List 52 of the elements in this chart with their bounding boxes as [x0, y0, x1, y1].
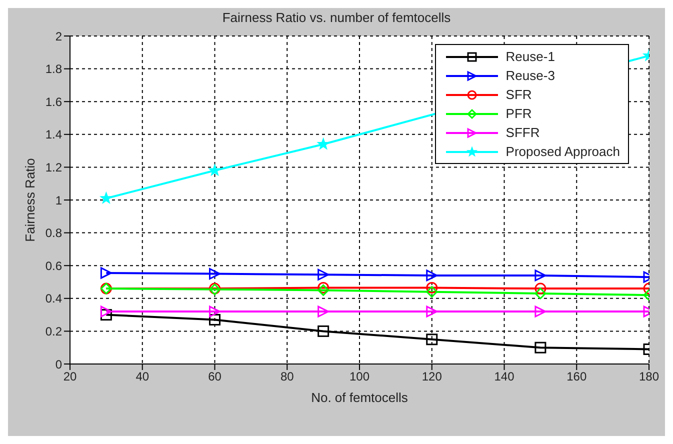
point — [318, 325, 330, 337]
y-axis-title: Fairness Ratio — [22, 158, 38, 242]
point — [426, 306, 438, 318]
point — [534, 282, 546, 294]
point — [426, 334, 438, 346]
x-tick-label: 180 — [638, 370, 660, 384]
y-tick-label: 1.8 — [45, 62, 62, 76]
legend-label: Reuse-1 — [506, 49, 555, 64]
x-tick-label: 120 — [422, 370, 442, 384]
legend-label: SFR — [506, 87, 532, 102]
point — [209, 164, 220, 176]
point — [209, 314, 220, 326]
point — [534, 270, 546, 282]
y-tick-label: 0 — [55, 357, 62, 372]
point — [534, 306, 546, 318]
x-tick-label: 160 — [566, 370, 587, 384]
point — [318, 284, 330, 296]
point — [100, 306, 112, 318]
y-tick-label: 2 — [55, 29, 62, 44]
legend-label: Proposed Approach — [506, 144, 620, 159]
point — [534, 288, 546, 300]
point — [100, 309, 112, 321]
y-tick-label: 0.4 — [45, 292, 62, 306]
y-tick-label: 0.2 — [45, 324, 62, 338]
x-tick-label: 60 — [208, 370, 222, 384]
y-tick-label: 1.4 — [45, 128, 62, 142]
x-tick-label: 80 — [280, 370, 294, 384]
y-tick-label: 0.6 — [45, 258, 62, 273]
point — [534, 342, 546, 354]
y-tick-label: 1.6 — [45, 94, 62, 109]
chart-title: Fairness Ratio vs. number of femtocells — [221, 10, 452, 25]
point — [100, 267, 112, 279]
point — [318, 268, 330, 280]
x-tick-label: 20 — [63, 370, 77, 384]
x-axis-title: No. of femtocells — [311, 390, 408, 405]
y-tick-label: 1.2 — [45, 160, 62, 174]
point — [426, 282, 438, 294]
legend-label: Reuse-3 — [506, 68, 555, 83]
point — [318, 306, 330, 318]
point — [209, 268, 220, 280]
point — [318, 282, 330, 294]
point — [100, 192, 112, 204]
x-tick-label: 40 — [136, 370, 150, 384]
y-tick-label: 1 — [55, 193, 62, 208]
point — [426, 270, 438, 282]
point — [426, 286, 438, 298]
x-tick-label: 100 — [349, 370, 370, 384]
y-tick-label: 0.8 — [45, 226, 62, 240]
legend-label: SFFR — [506, 125, 540, 140]
x-tick-label: 140 — [494, 370, 515, 384]
legend-label: PFR — [506, 106, 532, 121]
point — [209, 306, 220, 318]
